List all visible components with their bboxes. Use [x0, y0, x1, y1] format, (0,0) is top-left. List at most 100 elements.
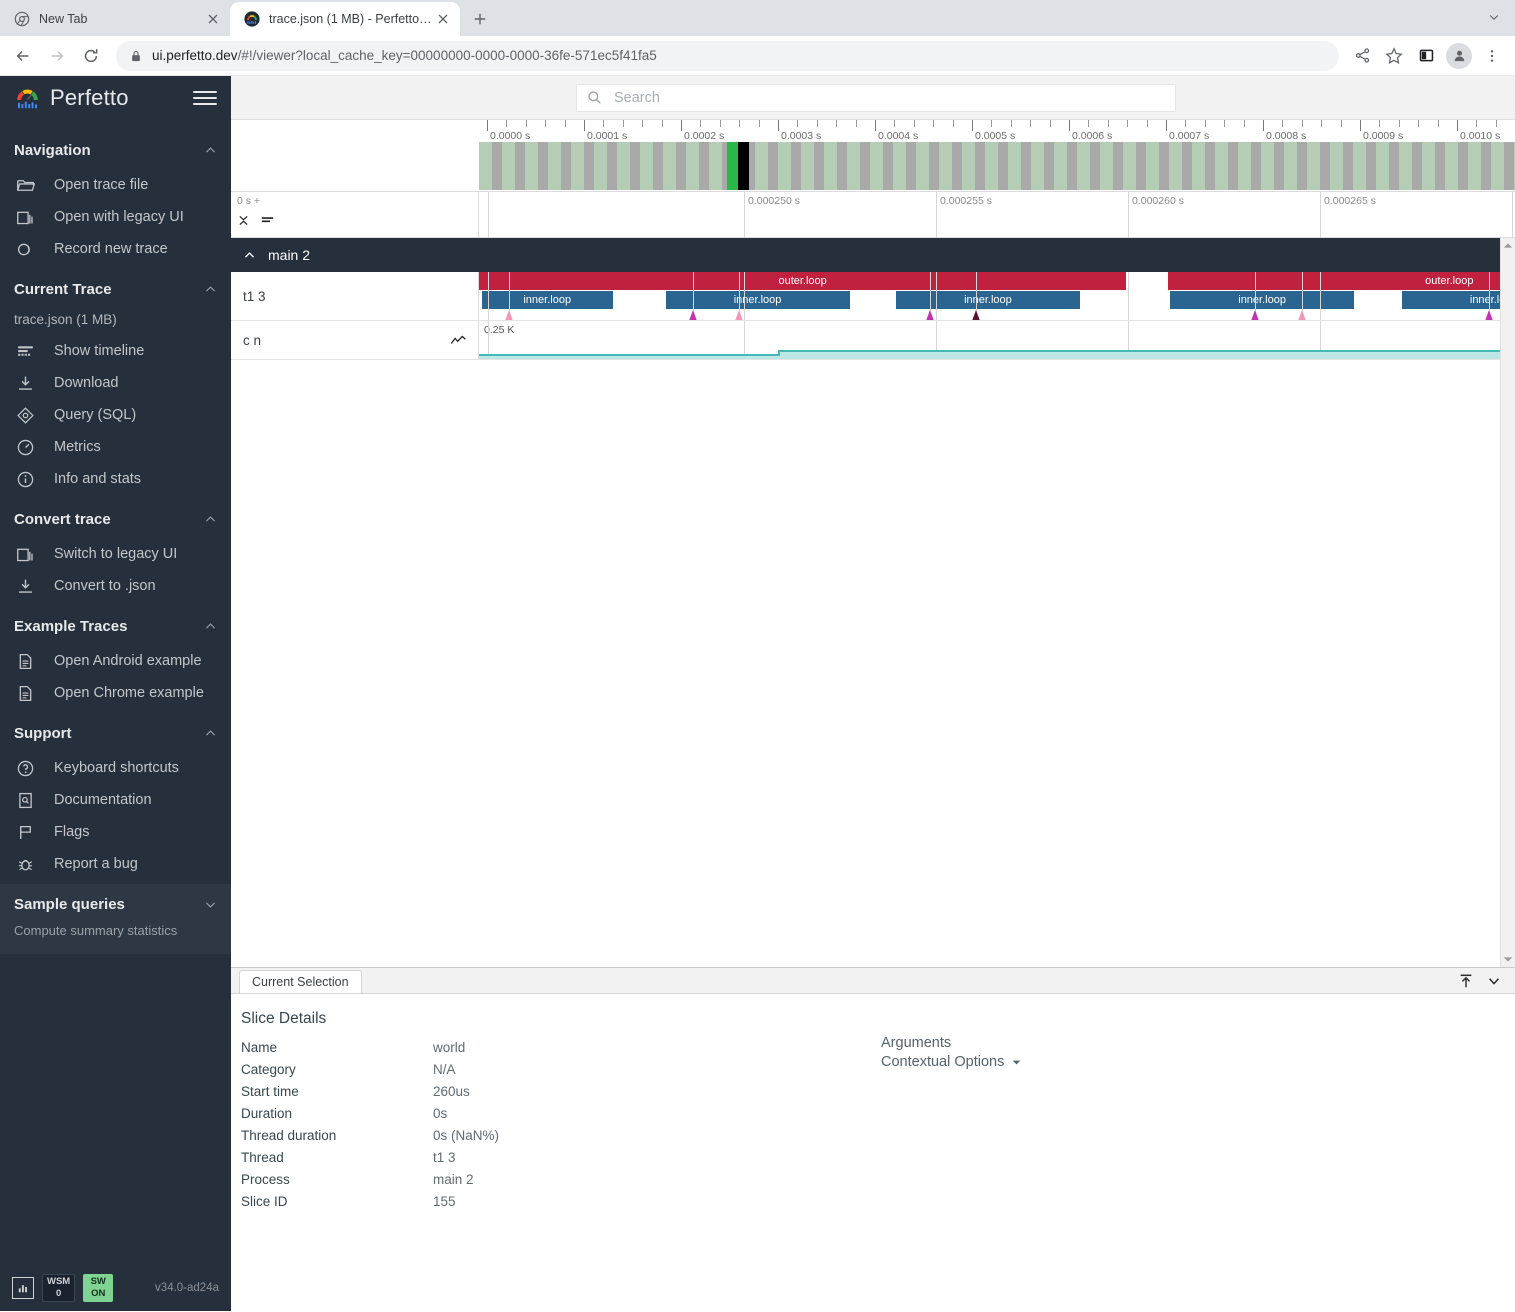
- sidebar-item-open-android-example[interactable]: Open Android example: [0, 645, 231, 677]
- ruler-label: 0.000255 s: [940, 195, 992, 207]
- tab-current-selection[interactable]: Current Selection: [239, 970, 362, 993]
- instant-event-marker[interactable]: [733, 310, 745, 320]
- track-shell-counter[interactable]: c n: [231, 321, 479, 359]
- chevron-up-icon[interactable]: [204, 283, 217, 296]
- overview-minor-tick: [661, 120, 663, 127]
- expand-collapse-icon[interactable]: [237, 214, 250, 232]
- slice-inner-loop[interactable]: inner.loop: [895, 291, 1080, 309]
- overview-activity-bar: [709, 142, 722, 190]
- kebab-menu-icon[interactable]: [1477, 41, 1507, 71]
- overview-activity-bar: [916, 142, 929, 190]
- track-canvas-slices[interactable]: outer.loop outer.loop inner.loop inner.loop…: [479, 272, 1515, 320]
- caret-down-icon[interactable]: [1012, 1053, 1021, 1072]
- overview-minor-tick: [1127, 120, 1129, 127]
- overview-activity-bar: [1297, 142, 1307, 190]
- chevron-up-icon[interactable]: [204, 620, 217, 633]
- slice-detail-value: 155: [433, 1194, 456, 1209]
- slice-inner-loop[interactable]: inner.loop: [1170, 291, 1355, 309]
- close-icon[interactable]: [204, 10, 222, 28]
- section-header-support[interactable]: Support: [0, 713, 231, 752]
- close-icon[interactable]: [434, 10, 452, 28]
- ruler-gridline: [744, 192, 745, 238]
- doc-search-icon: [14, 789, 36, 811]
- overview-minimap[interactable]: [479, 142, 1515, 190]
- overview-activity-bar: [1468, 142, 1481, 190]
- browser-tab-perfetto[interactable]: trace.json (1 MB) - Perfetto UI: [230, 2, 460, 36]
- sidebar-item-download[interactable]: Download: [0, 367, 231, 399]
- sidebar-item-open-chrome-example[interactable]: Open Chrome example: [0, 677, 231, 709]
- profile-avatar-icon[interactable]: [1446, 42, 1472, 69]
- track-vertical-scrollbar[interactable]: [1500, 238, 1515, 967]
- instant-event-marker[interactable]: [970, 310, 982, 320]
- star-icon[interactable]: [1379, 41, 1409, 71]
- overview-activity-bar: [870, 142, 883, 190]
- details-tabbar: Current Selection: [231, 968, 1515, 994]
- sidebar-item-metrics[interactable]: Metrics: [0, 431, 231, 463]
- search-input[interactable]: Search: [576, 83, 1176, 112]
- new-tab-button[interactable]: [466, 5, 494, 33]
- sidebar-item-show-timeline[interactable]: Show timeline: [0, 335, 231, 367]
- sidebar-item-open-trace-file[interactable]: Open trace file: [0, 169, 231, 201]
- track-filter-icon[interactable]: [260, 214, 275, 232]
- sidebar-item-switch-to-legacy-ui[interactable]: Switch to legacy UI: [0, 538, 231, 570]
- instant-event-marker[interactable]: [1483, 310, 1495, 320]
- section-header-example-traces[interactable]: Example Traces: [0, 606, 231, 645]
- section-header-sample-queries[interactable]: Sample queries: [0, 884, 231, 923]
- back-icon[interactable]: [8, 41, 38, 71]
- counter-series[interactable]: [479, 345, 1515, 359]
- overview-activity-bar: [1274, 142, 1284, 190]
- slice-inner-loop[interactable]: inner.loop: [665, 291, 850, 309]
- sidepanel-icon[interactable]: [1411, 41, 1441, 71]
- slice-inner-loop[interactable]: inner.loop: [1401, 291, 1515, 309]
- instant-event-marker[interactable]: [1296, 310, 1308, 320]
- sidebar-item-convert-to-json[interactable]: Convert to .json: [0, 570, 231, 602]
- hamburger-icon[interactable]: [193, 86, 217, 110]
- address-bar[interactable]: ui.perfetto.dev/#!/viewer?local_cache_ke…: [116, 40, 1339, 71]
- instant-event-marker[interactable]: [1249, 310, 1261, 320]
- sidebar-item-query-sql[interactable]: Query (SQL): [0, 399, 231, 431]
- sidebar-item-report-a-bug[interactable]: Report a bug: [0, 848, 231, 880]
- sidebar-item-info-and-stats[interactable]: Info and stats: [0, 463, 231, 495]
- section-title-label: Convert trace: [14, 511, 111, 528]
- section-header-navigation[interactable]: Navigation: [0, 130, 231, 169]
- trace-overview[interactable]: 0.0000 s 0.0001 s 0.0002 s 0.0003 s 0.0004 s…: [231, 120, 1515, 192]
- sidebar-item-open-with-legacy-ui[interactable]: Open with legacy UI: [0, 201, 231, 233]
- overview-minor-tick: [1243, 120, 1245, 127]
- instant-event-marker[interactable]: [503, 310, 515, 320]
- track-canvas-counter[interactable]: 0.25 K: [479, 321, 1515, 359]
- chevron-down-icon[interactable]: [204, 898, 217, 911]
- ruler-timescale[interactable]: 0.000250 s 0.000255 s 0.000260 s 0.000265 s…: [479, 192, 1515, 238]
- browser-tab-new-tab[interactable]: New Tab: [0, 2, 230, 36]
- collapse-up-icon[interactable]: [1455, 970, 1477, 992]
- sidebar-item-keyboard-shortcuts[interactable]: Keyboard shortcuts: [0, 752, 231, 784]
- instant-guide-line: [693, 272, 695, 320]
- tab-list-chevron-icon[interactable]: [1481, 4, 1507, 30]
- section-header-current-trace[interactable]: Current Trace: [0, 269, 231, 308]
- slice-outer-loop[interactable]: outer.loop: [1167, 272, 1515, 290]
- chevron-up-icon[interactable]: [204, 513, 217, 526]
- overview-tick-label: 0.0004 s: [878, 130, 919, 142]
- bar-chart-icon[interactable]: [12, 1277, 34, 1299]
- process-group-header[interactable]: main 2: [231, 238, 1515, 272]
- sidebar-item-flags[interactable]: Flags: [0, 816, 231, 848]
- chevron-up-icon[interactable]: [243, 249, 256, 262]
- scroll-up-icon[interactable]: [1501, 238, 1515, 253]
- section-header-convert-trace[interactable]: Convert trace: [0, 499, 231, 538]
- instant-event-marker[interactable]: [687, 310, 699, 320]
- overview-viewport-shade[interactable]: [738, 142, 749, 190]
- slice-outer-loop[interactable]: outer.loop: [479, 272, 1127, 290]
- share-icon[interactable]: [1347, 41, 1377, 71]
- chevron-up-icon[interactable]: [204, 727, 217, 740]
- scroll-down-icon[interactable]: [1501, 952, 1515, 967]
- sidebar-item-documentation[interactable]: Documentation: [0, 784, 231, 816]
- chevron-down-icon[interactable]: [1483, 970, 1505, 992]
- contextual-options-dropdown[interactable]: Contextual Options: [881, 1053, 1505, 1072]
- reload-icon[interactable]: [76, 41, 106, 71]
- slice-inner-loop[interactable]: inner.loop: [481, 291, 613, 309]
- instant-event-marker[interactable]: [924, 310, 936, 320]
- sidebar-item-record-new-trace[interactable]: Record new trace: [0, 233, 231, 265]
- overview-viewport-marker[interactable]: [727, 142, 738, 190]
- track-shell-thread[interactable]: t1 3: [231, 272, 479, 320]
- line-chart-icon[interactable]: [448, 330, 468, 350]
- chevron-up-icon[interactable]: [204, 144, 217, 157]
